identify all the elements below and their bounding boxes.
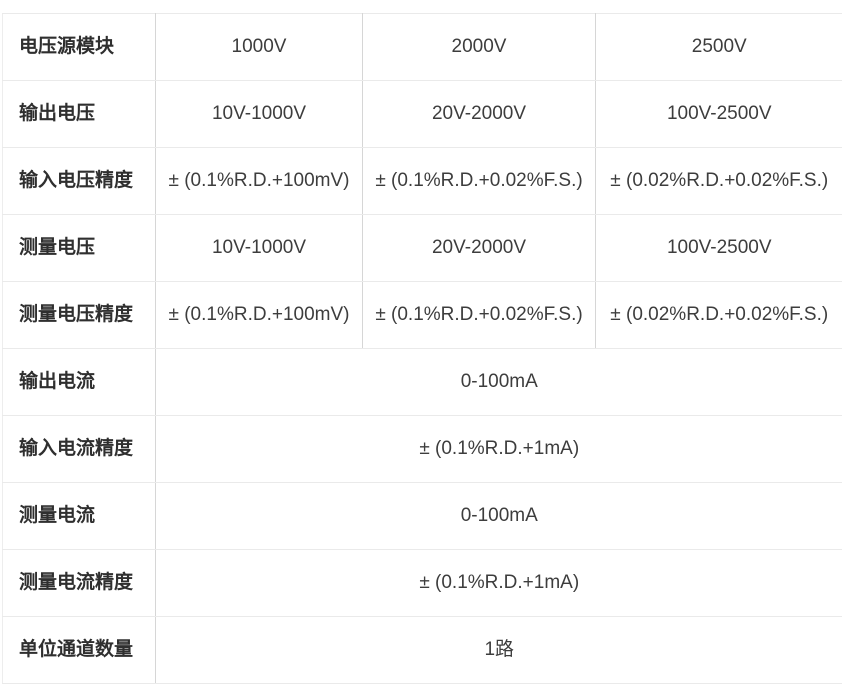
cell-module-2000v: 2000V xyxy=(362,13,596,81)
table-row-measure-voltage: 测量电压 10V-1000V 20V-2000V 100V-2500V xyxy=(2,214,842,282)
row-label: 输入电压精度 xyxy=(2,147,156,215)
cell-measure-voltage-1: 10V-1000V xyxy=(155,214,363,282)
cell-input-current-accuracy: ± (0.1%R.D.+1mA) xyxy=(155,415,842,483)
table-row-module: 电压源模块 1000V 2000V 2500V xyxy=(2,13,842,81)
cell-output-voltage-2: 20V-2000V xyxy=(362,80,596,148)
table-row-measure-voltage-accuracy: 测量电压精度 ± (0.1%R.D.+100mV) ± (0.1%R.D.+0.… xyxy=(2,281,842,349)
table-row-input-voltage-accuracy: 输入电压精度 ± (0.1%R.D.+100mV) ± (0.1%R.D.+0.… xyxy=(2,147,842,215)
row-label: 输出电压 xyxy=(2,80,156,148)
spec-table: 电压源模块 1000V 2000V 2500V 输出电压 10V-1000V 2… xyxy=(2,13,842,684)
cell-measure-current-accuracy: ± (0.1%R.D.+1mA) xyxy=(155,549,842,617)
cell-input-voltage-accuracy-3: ± (0.02%R.D.+0.02%F.S.) xyxy=(595,147,842,215)
cell-input-voltage-accuracy-1: ± (0.1%R.D.+100mV) xyxy=(155,147,363,215)
cell-input-voltage-accuracy-2: ± (0.1%R.D.+0.02%F.S.) xyxy=(362,147,596,215)
row-label: 测量电压精度 xyxy=(2,281,156,349)
table-row-output-voltage: 输出电压 10V-1000V 20V-2000V 100V-2500V xyxy=(2,80,842,148)
cell-measure-voltage-2: 20V-2000V xyxy=(362,214,596,282)
row-label: 单位通道数量 xyxy=(2,616,156,684)
row-label: 电压源模块 xyxy=(2,13,156,81)
table-row-input-current-accuracy: 输入电流精度 ± (0.1%R.D.+1mA) xyxy=(2,415,842,483)
cell-measure-voltage-accuracy-1: ± (0.1%R.D.+100mV) xyxy=(155,281,363,349)
cell-output-voltage-3: 100V-2500V xyxy=(595,80,842,148)
table-row-measure-current: 测量电流 0-100mA xyxy=(2,482,842,550)
table-row-measure-current-accuracy: 测量电流精度 ± (0.1%R.D.+1mA) xyxy=(2,549,842,617)
table-row-output-current: 输出电流 0-100mA xyxy=(2,348,842,416)
row-label: 输出电流 xyxy=(2,348,156,416)
cell-module-1000v: 1000V xyxy=(155,13,363,81)
cell-measure-voltage-accuracy-2: ± (0.1%R.D.+0.02%F.S.) xyxy=(362,281,596,349)
table-row-channel-count: 单位通道数量 1路 xyxy=(2,616,842,684)
row-label: 测量电压 xyxy=(2,214,156,282)
cell-channel-count: 1路 xyxy=(155,616,842,684)
row-label: 输入电流精度 xyxy=(2,415,156,483)
cell-measure-voltage-accuracy-3: ± (0.02%R.D.+0.02%F.S.) xyxy=(595,281,842,349)
cell-output-current: 0-100mA xyxy=(155,348,842,416)
cell-measure-current: 0-100mA xyxy=(155,482,842,550)
row-label: 测量电流精度 xyxy=(2,549,156,617)
spec-table-container: 电压源模块 1000V 2000V 2500V 输出电压 10V-1000V 2… xyxy=(2,13,842,684)
row-label: 测量电流 xyxy=(2,482,156,550)
cell-module-2500v: 2500V xyxy=(595,13,842,81)
cell-output-voltage-1: 10V-1000V xyxy=(155,80,363,148)
cell-measure-voltage-3: 100V-2500V xyxy=(595,214,842,282)
